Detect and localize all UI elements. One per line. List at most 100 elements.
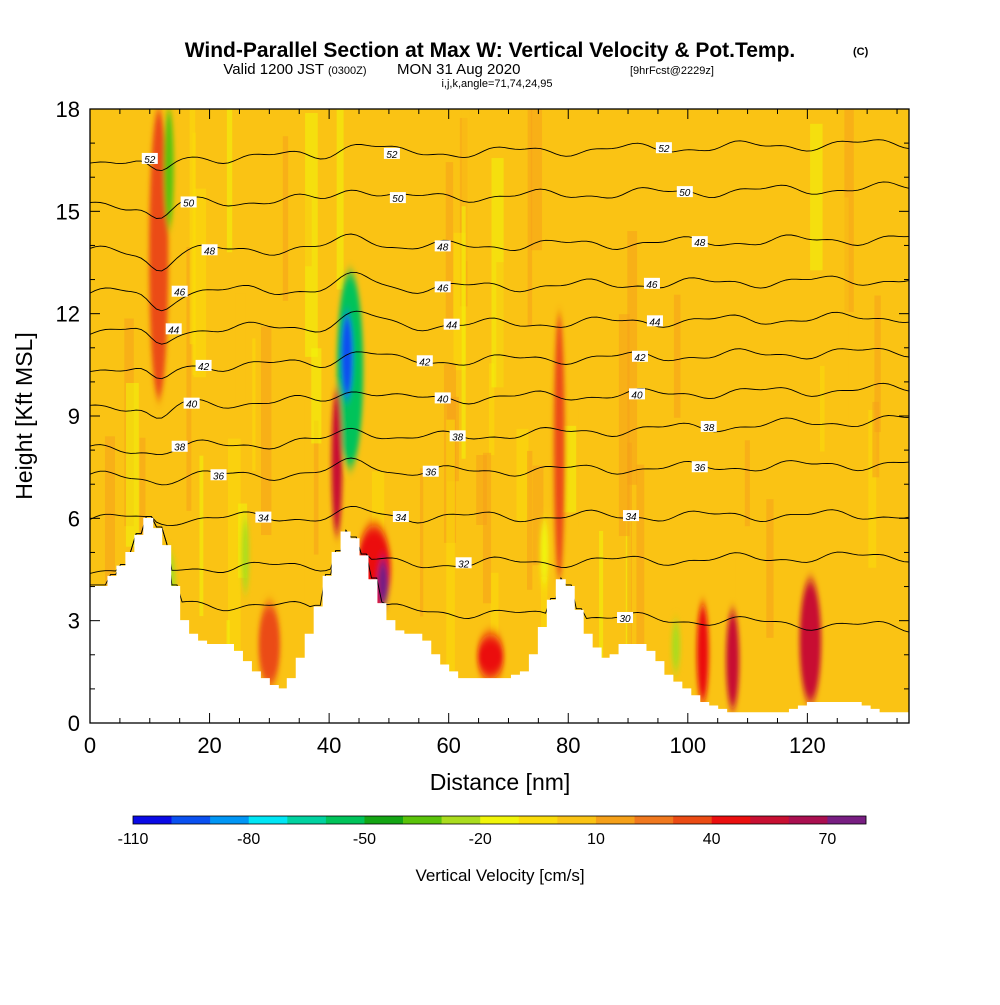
valid-time-zulu: (0300Z): [328, 65, 367, 77]
velocity-streak: [685, 372, 695, 488]
isentrope-label: 52: [386, 150, 398, 161]
grid-params: i,j,k,angle=71,74,24,95: [441, 78, 552, 90]
velocity-streak: [530, 109, 543, 251]
velocity-streak: [139, 437, 146, 554]
isentrope-label: 46: [646, 280, 658, 291]
x-tick-label: 0: [84, 733, 96, 758]
velocity-feature: [540, 518, 549, 587]
copyright-mark: (C): [853, 46, 869, 58]
velocity-feature: [164, 109, 174, 229]
velocity-feature: [258, 603, 281, 686]
isentrope-label: 42: [198, 362, 210, 373]
isentrope-label: 50: [183, 198, 195, 209]
isentrope-label-bg: [171, 440, 188, 452]
isentrope-label-bg: [255, 511, 272, 523]
velocity-streak: [636, 464, 645, 648]
y-tick-label: 18: [56, 97, 80, 122]
velocity-streak: [527, 109, 533, 327]
velocity-streak: [618, 314, 630, 537]
x-tick-label: 20: [197, 733, 221, 758]
isentrope-label: 42: [419, 357, 431, 368]
isentrope-label: 42: [634, 353, 646, 364]
isentrope-label: 46: [437, 283, 449, 294]
velocity-streak: [627, 442, 632, 650]
colorbar-swatch: [827, 816, 867, 824]
isentrope-label-bg: [646, 315, 663, 327]
isentrope-label: 48: [694, 238, 706, 249]
colorbar-swatch: [673, 816, 712, 824]
velocity-feature: [149, 109, 169, 399]
velocity-streak: [599, 530, 604, 682]
y-tick-label: 15: [56, 199, 80, 224]
velocity-streak: [261, 326, 272, 536]
velocity-streak: [874, 295, 881, 433]
isentrope-label-bg: [434, 392, 451, 404]
isentrope-label: 44: [168, 325, 180, 336]
x-tick-label: 120: [789, 733, 826, 758]
isentrope-label: 34: [258, 514, 270, 525]
velocity-streak: [311, 348, 322, 444]
velocity-streak: [313, 420, 319, 555]
forecast-label: [9hrFcst@2229z]: [630, 65, 714, 77]
isentrope-label: 48: [437, 242, 449, 253]
colorbar-swatch: [634, 816, 674, 824]
isentrope-label-bg: [643, 277, 660, 289]
isentrope-label: 32: [458, 559, 470, 570]
isentrope-label: 38: [174, 443, 186, 454]
velocity-streak: [673, 294, 681, 418]
velocity-feature: [726, 610, 740, 710]
isentrope-label: 34: [625, 512, 637, 523]
velocity-streak: [186, 247, 192, 511]
isentrope-line: [90, 271, 909, 312]
isentrope-labels: 30 32 34 34 34 36 36 36 38 38 38 40 40 40 42 42 42 44 44 44…: [141, 142, 717, 625]
colorbar-swatch: [518, 816, 558, 824]
x-tick-label: 80: [556, 733, 580, 758]
colorbar-swatch: [595, 816, 635, 824]
y-tick-label: 3: [68, 609, 80, 634]
colorbar-swatch: [133, 816, 172, 824]
isentrope-label-bg: [617, 612, 634, 624]
colorbar-frame: [132, 815, 867, 825]
isentrope-label-bg: [180, 196, 197, 208]
velocity-streak: [104, 436, 115, 650]
velocity-streak: [844, 109, 854, 313]
isentrope-label-bg: [183, 397, 200, 409]
colorbar-swatch: [248, 816, 288, 824]
velocity-feature: [331, 388, 343, 536]
isentrope-line: [90, 181, 909, 219]
isentrope-label-bg: [691, 461, 708, 473]
valid-time-prefix: Valid 1200 JST: [223, 61, 324, 78]
isentrope-label-bg: [623, 510, 640, 522]
velocity-streak: [563, 425, 577, 513]
valid-date: MON 31 Aug 2020: [397, 61, 520, 78]
velocity-streak: [744, 440, 750, 527]
y-tick-label: 9: [68, 404, 80, 429]
y-axis-label: Height [Kft MSL]: [11, 332, 37, 499]
colorbar-swatch: [441, 816, 481, 824]
colorbar-tick-label: -20: [469, 831, 492, 848]
isentrope-line: [90, 505, 909, 527]
velocity-streak: [872, 401, 880, 478]
velocity-streak: [252, 338, 256, 471]
x-tick-label: 40: [317, 733, 341, 758]
isentrope-label-bg: [443, 318, 460, 330]
velocity-streak: [532, 465, 544, 566]
isentrope-line: [90, 310, 909, 345]
velocity-streak: [819, 365, 825, 452]
terrain-mask: [90, 517, 909, 723]
isentrope-label: 38: [703, 423, 715, 434]
colorbar-label: Vertical Velocity [cm/s]: [415, 866, 584, 885]
isentrope-label: 34: [395, 513, 407, 524]
colorbar-tick-label: 40: [703, 831, 721, 848]
isentrope-label: 50: [392, 194, 404, 205]
isentrope-label: 52: [144, 155, 156, 166]
velocity-streak: [189, 109, 196, 345]
colorbar-swatch: [403, 816, 442, 824]
chart-title-block: Wind-Parallel Section at Max W: Vertical…: [185, 39, 869, 90]
velocity-streak: [193, 188, 207, 378]
isentrope-label: 36: [213, 471, 225, 482]
colorbar-swatch: [788, 816, 828, 824]
isentrope-label: 50: [679, 188, 691, 199]
